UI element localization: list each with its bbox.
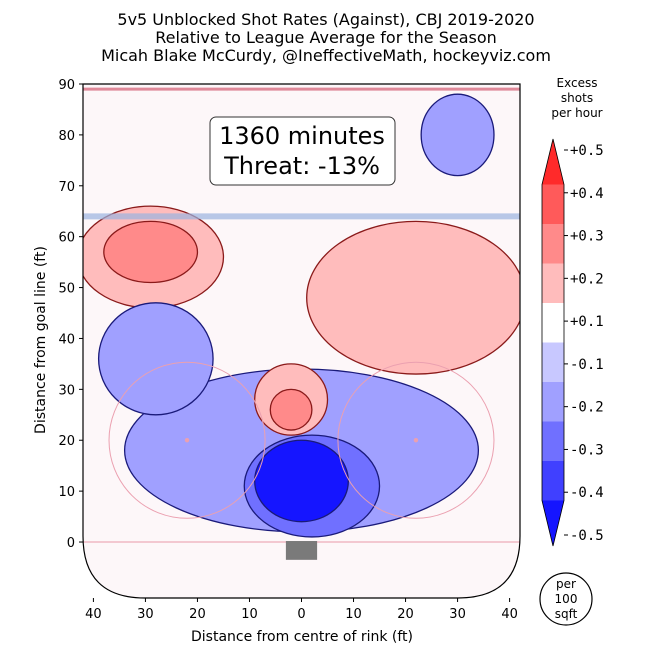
y-axis: 0 10 20 30 40 50 60 70 80 90 (58, 78, 83, 551)
annotation-minutes: 1360 minutes (219, 122, 385, 150)
chart-credit: Micah Blake McCurdy, @IneffectiveMath, h… (101, 46, 551, 65)
unit-line-3: sqft (555, 607, 578, 621)
contour-top-right-deficit (420, 93, 495, 177)
rink-markings (83, 87, 520, 560)
x-tick-label: 20 (189, 607, 206, 622)
y-tick-label: 0 (67, 536, 75, 551)
threat-annotation: 1360 minutes Threat: -13% (209, 116, 396, 186)
contour-slot-deficit (254, 439, 349, 523)
colorbar-swatch (542, 263, 564, 303)
colorbar: Excess shots per hour +0.5 +0.4 +0.3 +0.2 +0… (541, 76, 604, 547)
colorbar-label: +0.1 (570, 314, 604, 330)
colorbar-label: +0.3 (570, 229, 604, 245)
unit-circle (539, 572, 593, 626)
y-tick-label: 40 (58, 332, 75, 347)
contour-high-slot-excess (269, 388, 313, 431)
chart-subtitle: Relative to League Average for the Seaso… (155, 28, 497, 47)
unit-line-2: 100 (555, 592, 578, 606)
colorbar-label: -0.1 (570, 357, 604, 373)
colorbar-title-line-1: Excess (557, 76, 598, 90)
x-tick-label: 40 (85, 607, 102, 622)
x-tick-label: 30 (449, 607, 466, 622)
y-tick-label: 50 (58, 282, 75, 297)
y-tick-label: 30 (58, 383, 75, 398)
colorbar-label: -0.2 (570, 400, 604, 416)
contour-left-point-excess (103, 220, 199, 284)
colorbar-swatch (542, 342, 564, 382)
x-tick-label: 10 (345, 607, 362, 622)
x-tick-label: 10 (241, 607, 258, 622)
colorbar-label: +0.4 (570, 186, 604, 202)
colorbar-label: -0.5 (570, 528, 604, 544)
colorbar-label: -0.3 (570, 442, 604, 458)
colorbar-label: +0.5 (570, 143, 604, 159)
x-tick-label: 20 (397, 607, 414, 622)
colorbar-swatch (542, 139, 564, 185)
colorbar-outline (541, 138, 565, 547)
left-faceoff-circle (108, 361, 266, 519)
y-tick-label: 90 (58, 78, 75, 93)
right-faceoff-dot (413, 438, 419, 443)
y-tick-label: 10 (58, 485, 75, 500)
contour-regions (83, 93, 520, 538)
colorbar-label: +0.2 (570, 271, 604, 287)
colorbar-swatch (542, 461, 564, 501)
left-faceoff-dot (184, 438, 190, 443)
colorbar-swatch (542, 382, 564, 422)
y-tick-label: 70 (58, 180, 75, 195)
colorbar-label: -0.4 (570, 485, 604, 501)
colorbar-title-line-2: shots (561, 91, 593, 105)
x-tick-label: 30 (137, 607, 154, 622)
colorbar-swatch (542, 184, 564, 224)
chart-title: 5v5 Unblocked Shot Rates (Against), CBJ … (117, 10, 535, 29)
colorbar-title-line-3: per hour (551, 106, 602, 120)
x-tick-label: 40 (501, 607, 518, 622)
annotation-box (209, 116, 396, 186)
contour-right-blue-line-excess (306, 220, 520, 375)
goal-net (285, 541, 318, 560)
annotation-threat: Threat: -13% (223, 152, 380, 180)
colorbar-swatch (542, 500, 564, 546)
colorbar-swatch (542, 303, 564, 343)
x-axis-label: Distance from centre of rink (ft) (191, 629, 413, 645)
colorbar-swatch (542, 224, 564, 264)
x-tick-label: 0 (297, 607, 305, 622)
y-tick-label: 20 (58, 434, 75, 449)
x-axis: 40 30 20 10 0 10 20 30 40 (85, 598, 518, 622)
y-tick-label: 60 (58, 231, 75, 246)
right-faceoff-circle (337, 361, 495, 519)
contour-left-mid-deficit (97, 302, 214, 416)
y-axis-label: Distance from goal line (ft) (33, 246, 49, 434)
y-tick-label: 80 (58, 129, 75, 144)
unit-badge: per 100 sqft (539, 572, 593, 626)
unit-line-1: per (556, 577, 576, 591)
colorbar-swatch (542, 421, 564, 461)
